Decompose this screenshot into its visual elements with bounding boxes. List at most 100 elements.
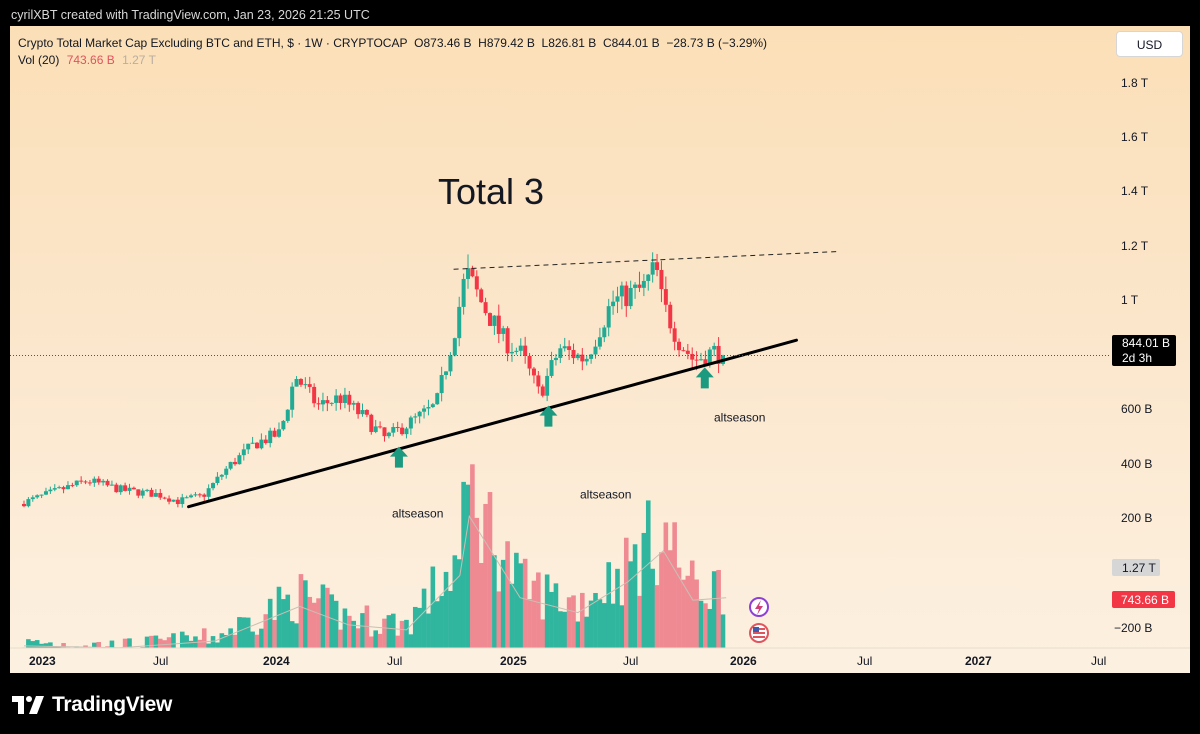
x-axis-tick-label: 2027 (965, 654, 992, 668)
candle-body (509, 351, 514, 354)
altseason-label: altseason (714, 410, 765, 424)
candle-body (123, 485, 128, 491)
chart-panel[interactable]: altseason altseason altseason Total 3 1.8 T… (10, 26, 1190, 673)
tradingview-logo-icon (12, 696, 44, 714)
volume-bar (694, 579, 699, 662)
volume-bar (584, 616, 590, 662)
volume-bar (329, 594, 335, 662)
volume-bar (514, 552, 519, 662)
candle (575, 352, 580, 361)
volume-bar (707, 608, 713, 662)
volume-bar (553, 583, 559, 662)
candle (496, 304, 501, 343)
volume-ma-value: 1.27 T (122, 53, 156, 67)
candle (589, 353, 594, 364)
candle-body (202, 494, 207, 497)
x-axis-tick-label: Jul (1091, 654, 1106, 668)
volume-bar (289, 621, 295, 662)
candle-body (290, 386, 295, 410)
candle-body (413, 416, 418, 418)
candle-body (527, 355, 532, 369)
candle-body (356, 402, 361, 415)
candle-body (558, 348, 563, 358)
footer: TradingView (12, 693, 172, 717)
candle-body (325, 400, 330, 404)
candle-body (145, 489, 150, 491)
candle-body (342, 394, 347, 403)
candle-body (237, 455, 242, 465)
volume-bar (483, 503, 488, 662)
candle-body (276, 429, 281, 437)
volume-bar (540, 619, 546, 662)
candle-body (87, 482, 92, 484)
candle (211, 482, 216, 491)
candle (347, 390, 352, 412)
volume-bar (201, 628, 207, 662)
volume-bar (338, 629, 343, 662)
candle (417, 410, 422, 424)
candle (474, 270, 479, 297)
candle (206, 484, 211, 501)
candle-body (514, 350, 519, 352)
candle-body (272, 430, 277, 437)
volume-bar (500, 559, 506, 662)
x-axis-tick-label: Jul (857, 654, 872, 668)
candle-body (470, 268, 475, 277)
candle (70, 482, 75, 488)
support-trendline (187, 338, 798, 509)
candle-body (131, 487, 136, 490)
volume-bar (263, 614, 269, 662)
candle-body (646, 274, 651, 281)
candle-body (378, 426, 383, 428)
candle (461, 273, 466, 315)
currency-button[interactable]: USD (1116, 31, 1183, 57)
price-chart[interactable]: altseason altseason altseason Total 3 1.8 T… (10, 26, 1190, 673)
volume-bar (575, 621, 581, 662)
candle (663, 276, 668, 313)
candle-body (246, 443, 251, 450)
candle-body (118, 485, 123, 493)
candle-body (408, 417, 413, 429)
candle (167, 495, 172, 505)
volume-bar (237, 617, 242, 662)
candle (39, 494, 44, 499)
candle-body (127, 487, 132, 491)
y-axis-tick-label: 200 B (1121, 511, 1152, 525)
candle (369, 413, 374, 435)
candle-body (633, 284, 638, 288)
candle (48, 486, 53, 494)
volume-bar (619, 605, 625, 662)
us-flag-icon[interactable] (749, 623, 769, 643)
candle-body (175, 499, 180, 505)
candle (79, 476, 84, 484)
volume-bar (303, 580, 308, 662)
volume-bar (650, 568, 655, 662)
candle (26, 497, 31, 508)
volume-bar (474, 517, 480, 662)
candle-body (83, 481, 88, 483)
annotations-layer: altseason altseason altseason Total 3 (10, 171, 1110, 521)
candle-body (487, 313, 492, 326)
candle (439, 366, 444, 402)
candle (52, 484, 57, 492)
attribution-text: cyrilXBT created with TradingView.com, J… (11, 8, 370, 22)
candle (611, 290, 616, 315)
lightning-icon[interactable] (749, 597, 769, 617)
volume-bar (580, 592, 585, 662)
volume-bar (465, 484, 471, 662)
candle (606, 298, 611, 337)
candle-body (52, 488, 57, 490)
candle-body (39, 494, 44, 496)
candle-body (391, 427, 396, 433)
volume-bar (360, 613, 365, 662)
candle (540, 384, 545, 398)
y-axis-tick-label: 1.2 T (1121, 239, 1149, 253)
candle (567, 340, 572, 360)
candle-body (628, 287, 633, 307)
candle (197, 492, 202, 498)
candle-body (364, 410, 369, 415)
candle-body (435, 393, 440, 405)
candle (650, 252, 655, 283)
candle-body (30, 497, 35, 500)
candle-body (584, 358, 589, 362)
